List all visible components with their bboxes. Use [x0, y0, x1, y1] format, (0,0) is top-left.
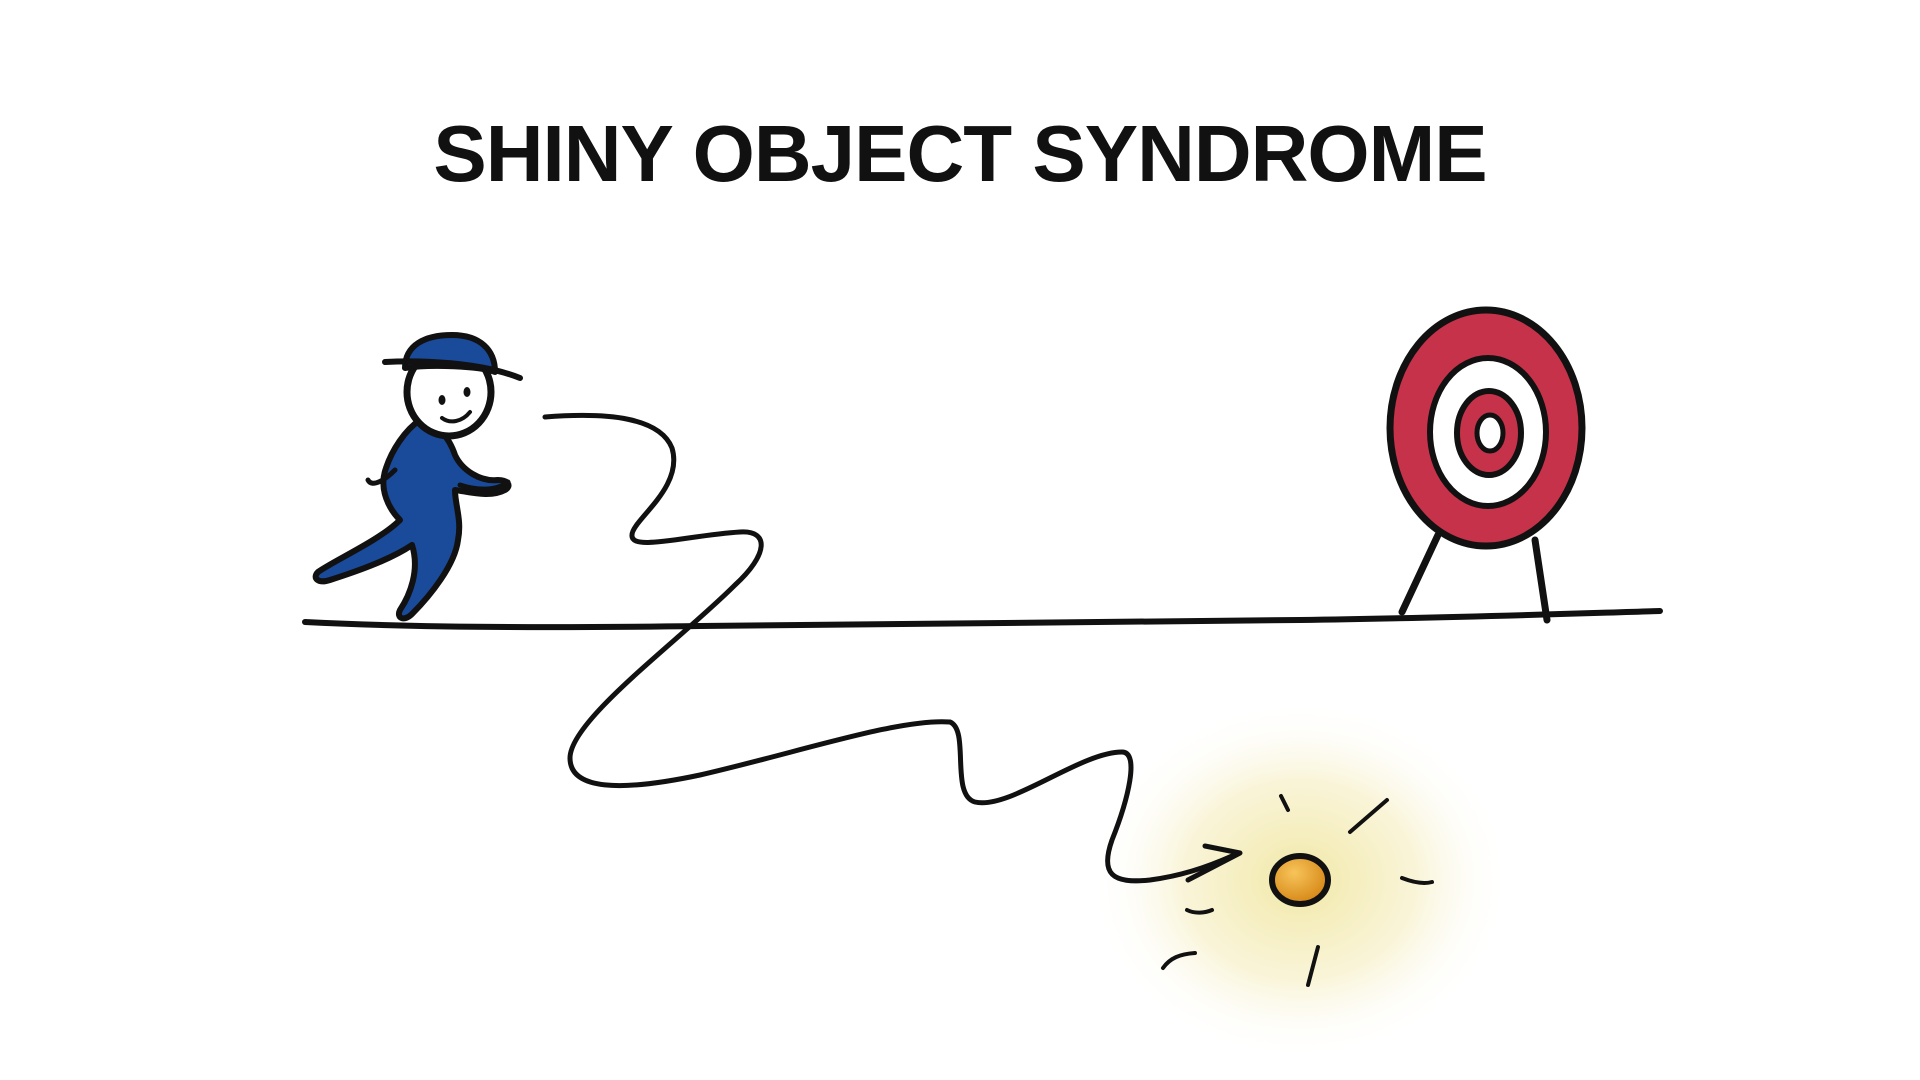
wandering-path-arrow	[542, 412, 1243, 884]
page-title: SHINY OBJECT SYNDROME	[433, 109, 1487, 198]
shiny-coin-icon	[1161, 794, 1434, 987]
ground-line	[302, 608, 1663, 631]
archery-target-icon	[1386, 306, 1586, 624]
person-with-hat-icon	[312, 332, 523, 622]
